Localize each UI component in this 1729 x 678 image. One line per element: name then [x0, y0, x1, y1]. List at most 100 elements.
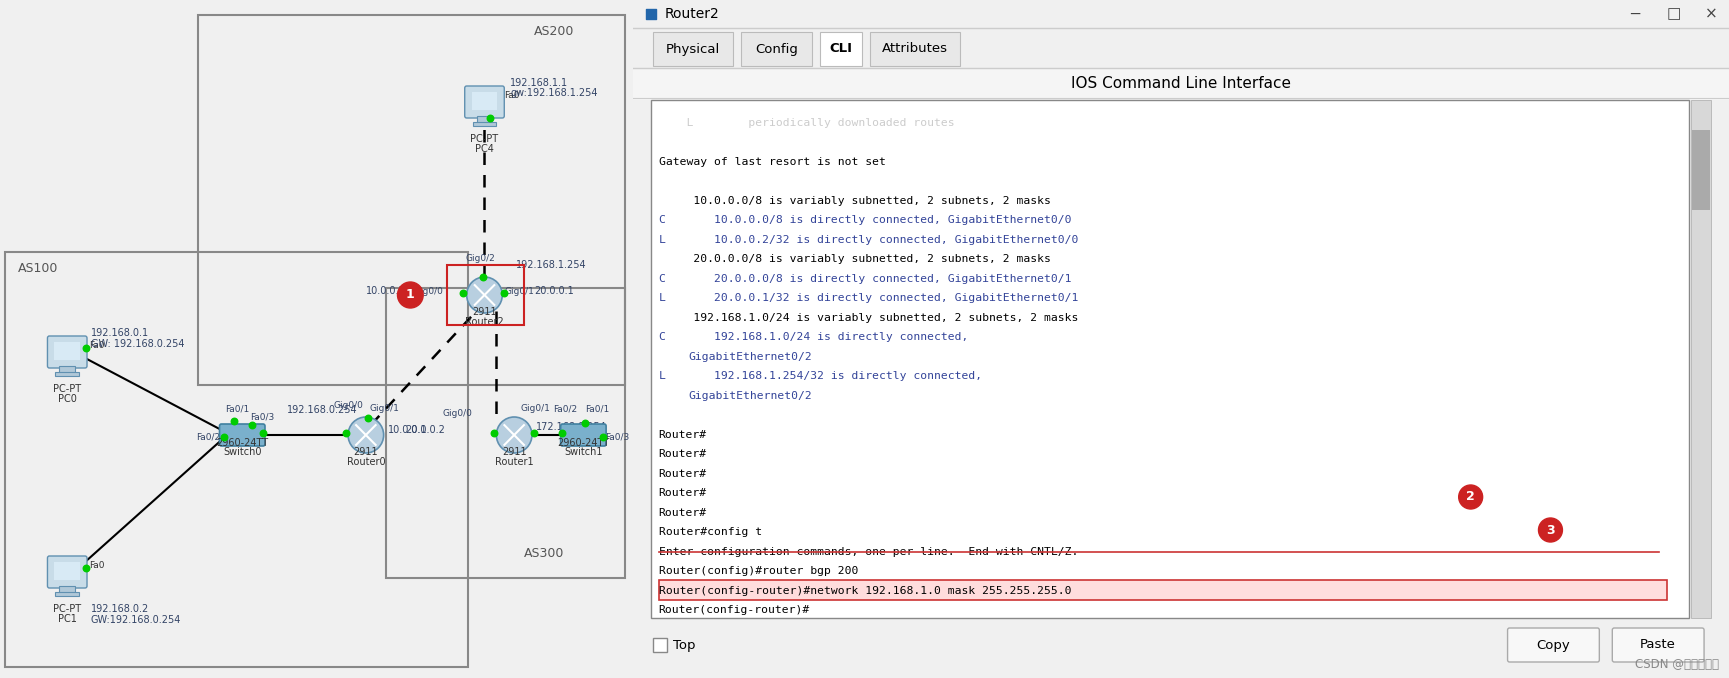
Text: Fa0: Fa0 — [505, 92, 520, 100]
Point — [590, 432, 617, 443]
Text: C       20.0.0.0/8 is directly connected, GigabitEthernet0/1: C 20.0.0.0/8 is directly connected, Giga… — [659, 274, 1072, 284]
FancyBboxPatch shape — [633, 68, 1729, 100]
Text: 192.168.1.1: 192.168.1.1 — [510, 78, 569, 88]
FancyBboxPatch shape — [472, 92, 498, 110]
Text: 2960-24TT: 2960-24TT — [216, 438, 268, 448]
FancyBboxPatch shape — [820, 32, 863, 66]
Text: IOS Command Line Interface: IOS Command Line Interface — [1070, 77, 1292, 92]
FancyBboxPatch shape — [1693, 130, 1710, 210]
Text: Gig0/0: Gig0/0 — [413, 287, 443, 296]
Text: Router#: Router# — [659, 450, 707, 459]
Text: PC4: PC4 — [475, 144, 494, 154]
Point — [548, 428, 576, 439]
Text: Router(config)#router bgp 200: Router(config)#router bgp 200 — [659, 566, 858, 576]
Point — [239, 420, 266, 431]
Text: 20.0.0.1: 20.0.0.1 — [534, 286, 574, 296]
FancyBboxPatch shape — [654, 32, 733, 66]
Text: PC-PT: PC-PT — [54, 604, 81, 614]
Text: Fa0: Fa0 — [88, 342, 104, 351]
Text: AS100: AS100 — [17, 262, 59, 275]
Text: PC-PT: PC-PT — [470, 134, 498, 144]
Text: ─: ─ — [1630, 7, 1639, 22]
Point — [477, 113, 505, 123]
Point — [73, 342, 100, 353]
Text: □: □ — [1667, 7, 1681, 22]
Circle shape — [398, 282, 424, 308]
Text: L       20.0.0.1/32 is directly connected, GigabitEthernet0/1: L 20.0.0.1/32 is directly connected, Gig… — [659, 294, 1079, 303]
FancyBboxPatch shape — [633, 0, 1729, 28]
Text: Switch0: Switch0 — [223, 447, 261, 457]
Text: Router(config-router)#network 192.168.1.0 mask 255.255.255.0: Router(config-router)#network 192.168.1.… — [659, 586, 1072, 596]
FancyBboxPatch shape — [740, 32, 813, 66]
Text: 192.168.1.254: 192.168.1.254 — [517, 260, 586, 270]
Point — [481, 428, 508, 439]
Point — [73, 563, 100, 574]
FancyBboxPatch shape — [1691, 100, 1712, 618]
Text: GigabitEthernet0/2: GigabitEthernet0/2 — [688, 352, 813, 362]
FancyBboxPatch shape — [465, 86, 505, 118]
Text: L        periodically downloaded routes: L periodically downloaded routes — [659, 118, 954, 127]
Text: CSDN @哪哪太菜了: CSDN @哪哪太菜了 — [1636, 658, 1719, 671]
Text: 2960-24TT: 2960-24TT — [557, 438, 609, 448]
Point — [450, 287, 477, 298]
Text: gw:192.168.1.254: gw:192.168.1.254 — [510, 88, 598, 98]
FancyBboxPatch shape — [560, 424, 607, 446]
Point — [221, 416, 249, 426]
Text: 2911: 2911 — [353, 447, 379, 457]
Text: 2911: 2911 — [472, 307, 496, 317]
Text: 192.168.0.254: 192.168.0.254 — [287, 405, 358, 415]
Text: Gig0/0: Gig0/0 — [334, 401, 363, 410]
Text: Switch1: Switch1 — [564, 447, 603, 457]
Text: Router#: Router# — [659, 468, 707, 479]
Text: 10.0.0.1: 10.0.0.1 — [387, 425, 427, 435]
Text: L       10.0.0.2/32 is directly connected, GigabitEthernet0/0: L 10.0.0.2/32 is directly connected, Gig… — [659, 235, 1079, 245]
FancyBboxPatch shape — [54, 342, 80, 360]
Text: GW: 192.168.0.254: GW: 192.168.0.254 — [92, 339, 185, 349]
Text: 1: 1 — [406, 289, 415, 302]
Text: AS300: AS300 — [524, 547, 564, 560]
Text: Gig0/0: Gig0/0 — [443, 409, 472, 418]
Text: Router#: Router# — [659, 508, 707, 518]
FancyBboxPatch shape — [1613, 628, 1705, 662]
Text: Top: Top — [673, 639, 695, 652]
FancyBboxPatch shape — [870, 32, 960, 66]
Text: Fa0: Fa0 — [88, 561, 104, 570]
Text: GigabitEthernet0/2: GigabitEthernet0/2 — [688, 391, 813, 401]
FancyBboxPatch shape — [659, 580, 1667, 599]
Text: Router2: Router2 — [465, 317, 503, 327]
Text: Router1: Router1 — [494, 457, 534, 467]
Text: C       10.0.0.0/8 is directly connected, GigabitEthernet0/0: C 10.0.0.0/8 is directly connected, Giga… — [659, 216, 1072, 225]
Text: Attributes: Attributes — [882, 43, 947, 56]
Circle shape — [496, 417, 533, 453]
Text: Enter configuration commands, one per line.  End with CNTL/Z.: Enter configuration commands, one per li… — [659, 546, 1079, 557]
Point — [520, 428, 548, 439]
Text: 20.0.0.2: 20.0.0.2 — [405, 425, 446, 435]
Text: 2: 2 — [1466, 490, 1475, 504]
Point — [249, 428, 277, 439]
Text: Copy: Copy — [1537, 639, 1570, 652]
Point — [469, 272, 496, 283]
Text: 3: 3 — [1546, 523, 1554, 536]
Circle shape — [1459, 485, 1483, 509]
Text: PC0: PC0 — [57, 394, 76, 404]
Text: Gig0/1: Gig0/1 — [370, 404, 399, 413]
Text: Config: Config — [756, 43, 797, 56]
Text: AS200: AS200 — [534, 25, 574, 38]
Text: Fa0/1: Fa0/1 — [586, 404, 610, 413]
Circle shape — [348, 417, 384, 453]
Text: 2911: 2911 — [501, 447, 526, 457]
Text: GW:192.168.0.254: GW:192.168.0.254 — [92, 615, 182, 625]
Text: Fa0/2: Fa0/2 — [553, 404, 577, 413]
FancyBboxPatch shape — [55, 592, 80, 596]
Text: Fa0/3: Fa0/3 — [251, 412, 275, 421]
Text: Router2: Router2 — [664, 7, 719, 21]
FancyBboxPatch shape — [47, 336, 86, 368]
Text: C       192.168.1.0/24 is directly connected,: C 192.168.1.0/24 is directly connected, — [659, 332, 968, 342]
FancyBboxPatch shape — [472, 122, 496, 126]
FancyBboxPatch shape — [59, 366, 74, 374]
Text: PC1: PC1 — [57, 614, 76, 624]
Text: Gig0/1: Gig0/1 — [505, 287, 534, 296]
FancyBboxPatch shape — [654, 638, 667, 652]
Text: 192.168.1.0/24 is variably subnetted, 2 subnets, 2 masks: 192.168.1.0/24 is variably subnetted, 2 … — [659, 313, 1079, 323]
FancyBboxPatch shape — [47, 556, 86, 588]
